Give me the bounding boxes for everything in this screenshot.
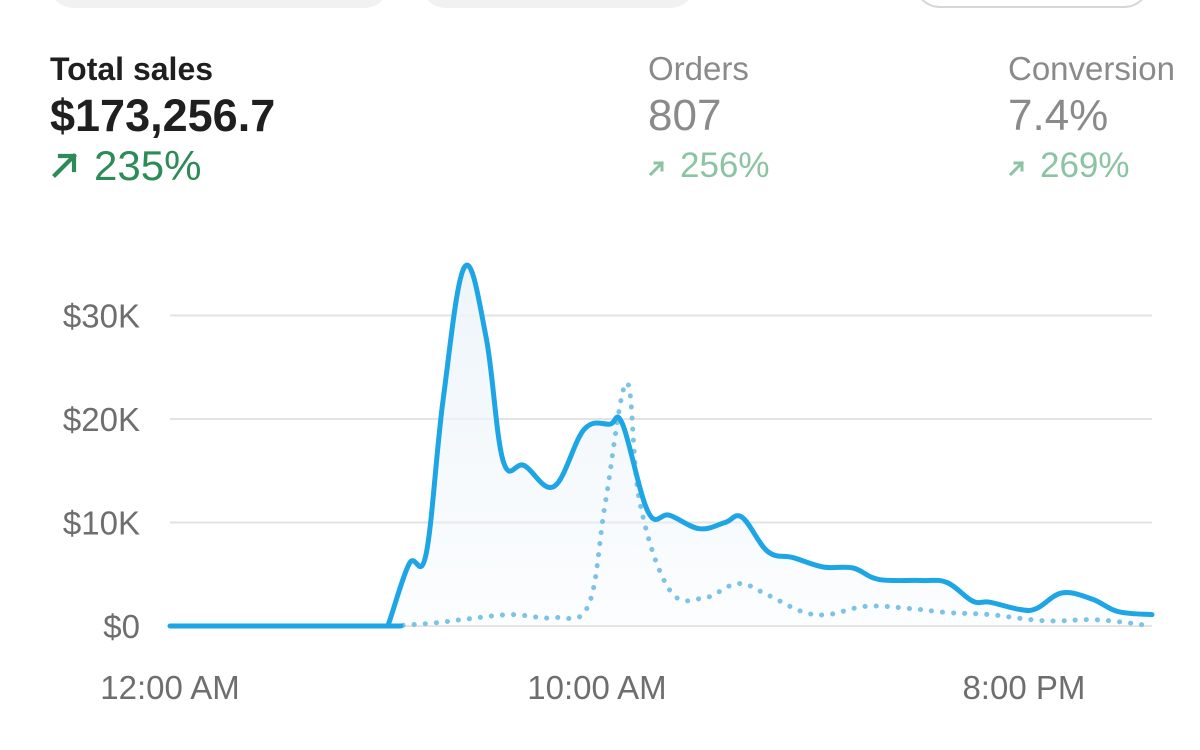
- series-area-fill: [170, 265, 1152, 626]
- metric-total-sales[interactable]: Total sales $173,256.7 235%: [50, 48, 275, 188]
- metric-orders-change: 256%: [648, 144, 770, 188]
- y-tick-label-0: $0: [103, 608, 140, 645]
- metric-orders-label: Orders: [648, 50, 749, 87]
- comparison-series-line: [389, 380, 1155, 629]
- arrow-up-right-icon: [50, 144, 80, 188]
- x-tick-label-2: 8:00 PM: [962, 669, 1085, 706]
- metric-total-sales-value: $173,256.7: [50, 90, 276, 141]
- x-tick-label-0: 12:00 AM: [100, 669, 239, 706]
- arrow-up-right-icon: [648, 144, 666, 188]
- y-tick-label-3: $30K: [63, 298, 140, 335]
- y-tick-label-1: $10K: [63, 505, 140, 542]
- metric-total-sales-change-value: 235%: [94, 142, 202, 189]
- metric-total-sales-label: Total sales: [50, 51, 214, 87]
- y-tick-label-2: $20K: [63, 401, 140, 438]
- arrow-up-right-icon: [1008, 144, 1026, 188]
- x-tick-label-1: 10:00 AM: [527, 669, 666, 706]
- metric-conversion-value: 7.4%: [1008, 91, 1109, 140]
- sales-series-line: [167, 262, 1155, 629]
- metric-orders-value: 807: [648, 91, 722, 140]
- comparison-range-button[interactable]: [420, 0, 696, 8]
- metric-orders[interactable]: Orders 807 256%: [648, 48, 770, 188]
- metric-conversion-label: Conversion: [1008, 50, 1175, 87]
- metric-conversion-change-value: 269%: [1040, 146, 1130, 185]
- metric-conversion[interactable]: Conversion 7.4% 269%: [1008, 48, 1175, 188]
- date-range-button[interactable]: [48, 0, 390, 8]
- metric-conversion-change: 269%: [1008, 144, 1175, 188]
- metric-orders-change-value: 256%: [680, 146, 770, 185]
- metric-total-sales-change: 235%: [50, 144, 275, 188]
